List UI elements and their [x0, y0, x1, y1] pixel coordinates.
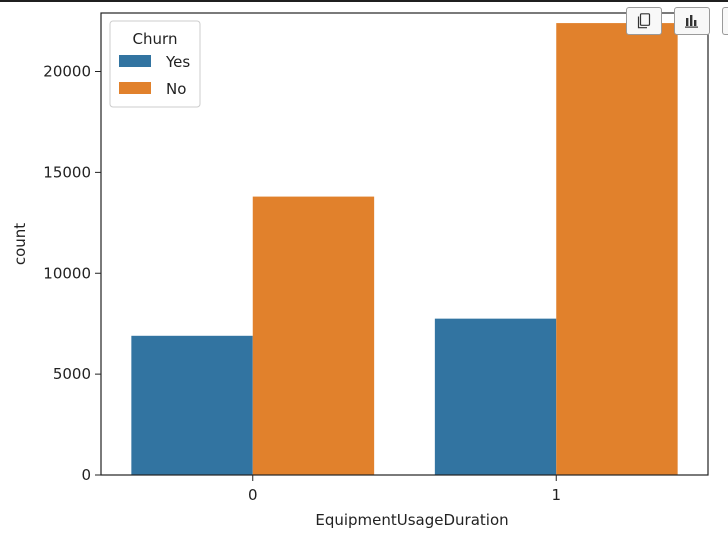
y-tick-label: 15000	[43, 163, 91, 181]
y-axis-label: count	[11, 223, 29, 265]
plot-frame	[100, 12, 709, 476]
copy-button[interactable]	[626, 7, 662, 35]
legend-title: Churn	[133, 30, 178, 48]
copy-icon	[637, 13, 651, 29]
bar-chart-icon	[685, 15, 698, 28]
legend-swatch-yes	[119, 55, 151, 67]
bar-no-0	[252, 196, 375, 475]
legend: Churn Yes No	[109, 20, 201, 108]
legend-label-yes: Yes	[165, 53, 190, 71]
y-axis: 0 5000 10000 15000 20000	[43, 63, 101, 484]
bar-yes-0	[131, 335, 253, 475]
x-axis-label: EquipmentUsageDuration	[315, 511, 508, 529]
more-button[interactable]	[722, 7, 728, 35]
x-tick-label: 1	[551, 486, 561, 504]
x-tick-label: 0	[248, 486, 258, 504]
y-tick-label: 20000	[43, 63, 91, 81]
bars-group	[131, 23, 678, 475]
view-chart-button[interactable]	[674, 7, 710, 35]
legend-swatch-no	[119, 82, 151, 94]
chart-toolbar	[626, 7, 728, 35]
legend-label-no: No	[166, 80, 186, 98]
window-top-border	[0, 0, 728, 2]
bar-yes-1	[434, 318, 557, 475]
y-tick-label: 10000	[43, 264, 91, 282]
y-tick-label: 0	[81, 466, 91, 484]
bar-no-1	[556, 23, 678, 475]
y-tick-label: 5000	[53, 365, 91, 383]
